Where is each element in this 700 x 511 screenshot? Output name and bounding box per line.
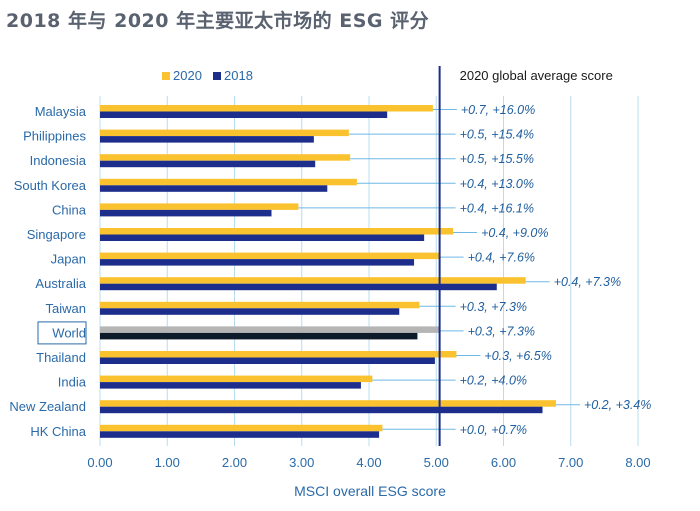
category-label: World — [52, 325, 86, 340]
x-tick-label: 8.00 — [625, 455, 650, 470]
x-tick-label: 2.00 — [222, 455, 247, 470]
x-tick-label: 6.00 — [491, 455, 516, 470]
bar-2018 — [100, 136, 314, 143]
category-label: South Korea — [14, 178, 87, 193]
annotation-label: +0.5, +15.5% — [460, 152, 534, 166]
annotation-label: +0.4, +9.0% — [481, 226, 548, 240]
bar-2020 — [100, 154, 351, 161]
bar-2018 — [100, 209, 272, 217]
category-label: Thailand — [36, 350, 86, 365]
bar-2020 — [100, 105, 433, 112]
bar-2020 — [100, 228, 454, 235]
annotation-label: +0.4, +13.0% — [460, 177, 534, 191]
x-tick-label: 1.00 — [155, 455, 180, 470]
x-tick-label: 5.00 — [424, 455, 449, 470]
bar-2018 — [100, 234, 425, 241]
category-label: Malaysia — [35, 104, 87, 119]
bar-2020 — [100, 252, 440, 260]
bar-2020 — [100, 400, 556, 407]
legend-swatch-2018 — [213, 72, 221, 80]
bar-2020 — [100, 424, 383, 432]
bar-2018 — [100, 111, 388, 118]
category-label: China — [52, 202, 87, 217]
annotation-label: +0.3, +7.3% — [468, 324, 535, 338]
category-label: Singapore — [27, 227, 86, 242]
bar-2018 — [100, 431, 380, 438]
bar-2020 — [100, 326, 440, 333]
annotation-label: +0.2, +3.4% — [584, 398, 651, 412]
bar-2018 — [100, 308, 400, 315]
bar-2018 — [100, 332, 418, 340]
annotation-label: +0.4, +7.3% — [554, 275, 621, 289]
annotation-label: +0.3, +6.5% — [484, 349, 551, 363]
bar-2020 — [100, 129, 349, 137]
reference-line-label: 2020 global average score — [460, 68, 613, 83]
page-title: 2018 年与 2020 年主要亚太市场的 ESG 评分 — [6, 10, 430, 32]
annotation-label: +0.0, +0.7% — [460, 423, 527, 437]
annotation-label: +0.2, +4.0% — [460, 374, 527, 388]
annotation-label: +0.5, +15.4% — [460, 128, 534, 142]
category-label: Australia — [35, 276, 86, 291]
bar-2018 — [100, 185, 328, 192]
bar-2020 — [100, 203, 299, 210]
annotation-label: +0.4, +7.6% — [468, 251, 535, 265]
x-tick-label: 3.00 — [289, 455, 314, 470]
bar-2020 — [100, 178, 357, 186]
legend-label-2020: 2020 — [173, 68, 202, 83]
category-label: New Zealand — [9, 399, 86, 414]
x-tick-label: 4.00 — [356, 455, 381, 470]
x-axis-title: MSCI overall ESG score — [294, 483, 446, 499]
category-label: Japan — [51, 252, 86, 267]
bar-2018 — [100, 259, 415, 266]
legend-label-2018: 2018 — [224, 68, 253, 83]
bar-2018 — [100, 283, 497, 291]
bar-2020 — [100, 277, 526, 284]
annotation-label: +0.7, +16.0% — [461, 103, 535, 117]
annotation-label: +0.4, +16.1% — [460, 201, 534, 215]
bar-2018 — [100, 160, 316, 168]
bar-2018 — [100, 406, 543, 414]
bar-2020 — [100, 351, 457, 358]
x-tick-label: 7.00 — [558, 455, 583, 470]
category-label: Indonesia — [30, 153, 87, 168]
bar-2018 — [100, 382, 361, 389]
annotation-label: +0.3, +7.3% — [460, 300, 527, 314]
x-tick-label: 0.00 — [87, 455, 112, 470]
category-label: HK China — [30, 424, 86, 439]
bar-2020 — [100, 301, 420, 309]
bar-2020 — [100, 375, 373, 383]
category-label: Philippines — [23, 129, 86, 144]
legend-swatch-2020 — [162, 72, 170, 80]
bar-2018 — [100, 357, 435, 364]
category-label: India — [58, 375, 87, 390]
world-highlight-box — [37, 321, 87, 345]
category-label: Taiwan — [46, 301, 86, 316]
